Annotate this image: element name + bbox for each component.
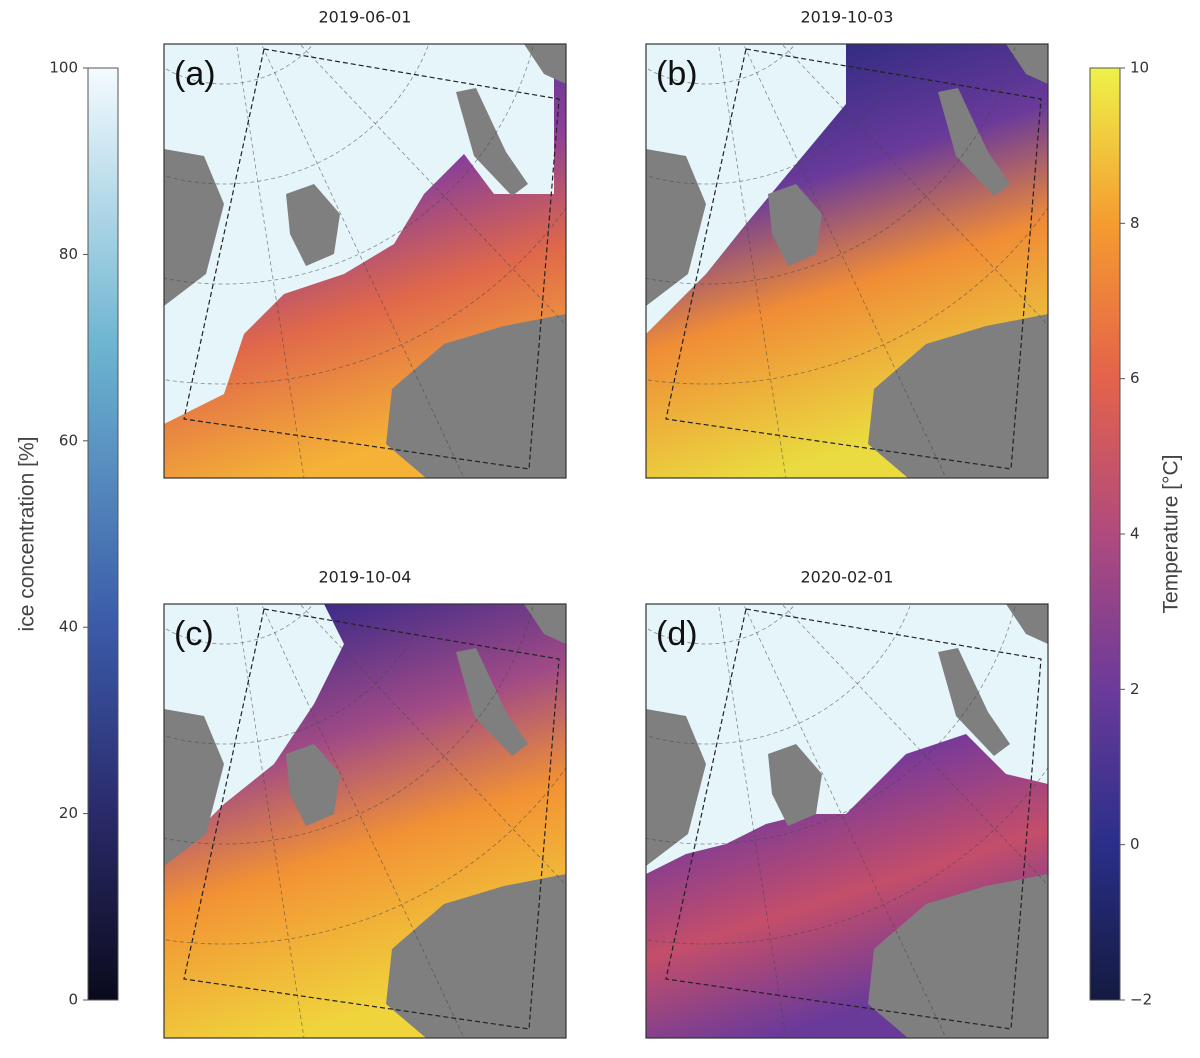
panel-title: 2019-06-01 [319,8,412,27]
map-panel: (c) [163,603,567,1039]
map-panel: (b) [645,43,1049,479]
land [286,744,340,826]
land [524,604,566,644]
graticule [646,44,912,185]
graticule [646,207,1048,385]
panel-title: 2019-10-03 [801,8,894,27]
land [1006,604,1048,644]
model-domain [183,48,560,470]
graticule [646,767,1048,945]
graticule [164,44,430,185]
model-domain [183,608,560,1030]
panel-title: 2019-10-04 [319,568,412,587]
land [646,149,706,306]
graticule [164,207,566,385]
sea-ice [646,44,846,334]
panel-label: (c) [174,615,214,653]
graticule [164,767,566,945]
panel-frame [645,603,1049,1039]
colorbar [1089,67,1121,1001]
panel-label: (a) [174,55,216,93]
panel-label: (d) [656,615,698,653]
land [1006,44,1048,84]
graticule [781,44,1048,326]
land [464,410,496,478]
map [646,44,1048,478]
land [938,88,1010,196]
sea-ice [164,44,554,424]
land [868,874,1048,1038]
tick-label: 0 [68,991,78,1009]
colorbar-label: ice concentration [%] [16,437,39,632]
graticule [718,44,787,478]
panel-label: (b) [656,55,698,93]
tick-label: 0 [1130,835,1140,853]
graticule [299,604,566,886]
map [646,604,1048,1038]
land [946,970,978,1038]
graticule [236,44,305,478]
map-panel: (d) [645,603,1049,1039]
graticule [164,604,430,745]
colorbar-label: Temperature [°C] [1160,455,1183,614]
tick-label: 20 [59,804,78,822]
land [456,88,528,196]
tick-label: 4 [1130,525,1140,543]
land [946,410,978,478]
land [524,44,566,84]
land [164,709,224,866]
tick-label: 8 [1130,214,1140,232]
land [646,709,706,866]
tick-label: 2 [1130,680,1140,698]
land [464,970,496,1038]
panel-frame [645,43,1049,479]
map [164,604,566,1038]
graticule [646,604,912,745]
land [456,648,528,756]
tick-label: 6 [1130,369,1140,387]
land [938,648,1010,756]
land [386,874,566,1038]
tick-label: 60 [59,431,78,449]
land [386,314,566,478]
tick-label: 10 [1130,59,1149,77]
colorbar [87,67,119,1001]
land [868,314,1048,478]
land [164,149,224,306]
tick-label: −2 [1130,991,1152,1009]
model-domain [665,608,1042,1030]
graticule [718,604,787,1038]
graticule [781,604,1048,886]
tick-label: 100 [49,59,78,77]
panel-frame [163,43,567,479]
graticule [236,604,305,1038]
panel-title: 2020-02-01 [801,568,894,587]
land [286,184,340,266]
land [768,744,822,826]
map [164,44,566,478]
tick-label: 80 [59,245,78,263]
tick-label: 40 [59,618,78,636]
land [768,184,822,266]
graticule [299,44,566,326]
model-domain [665,48,1042,470]
map-panel: (a) [163,43,567,479]
panel-frame [163,603,567,1039]
